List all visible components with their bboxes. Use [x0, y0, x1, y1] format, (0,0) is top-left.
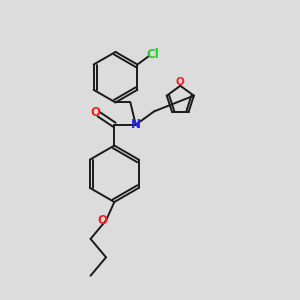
Text: O: O — [176, 77, 185, 87]
Text: Cl: Cl — [147, 48, 160, 61]
Text: O: O — [90, 106, 100, 119]
Text: O: O — [97, 214, 107, 227]
Text: N: N — [131, 118, 141, 131]
